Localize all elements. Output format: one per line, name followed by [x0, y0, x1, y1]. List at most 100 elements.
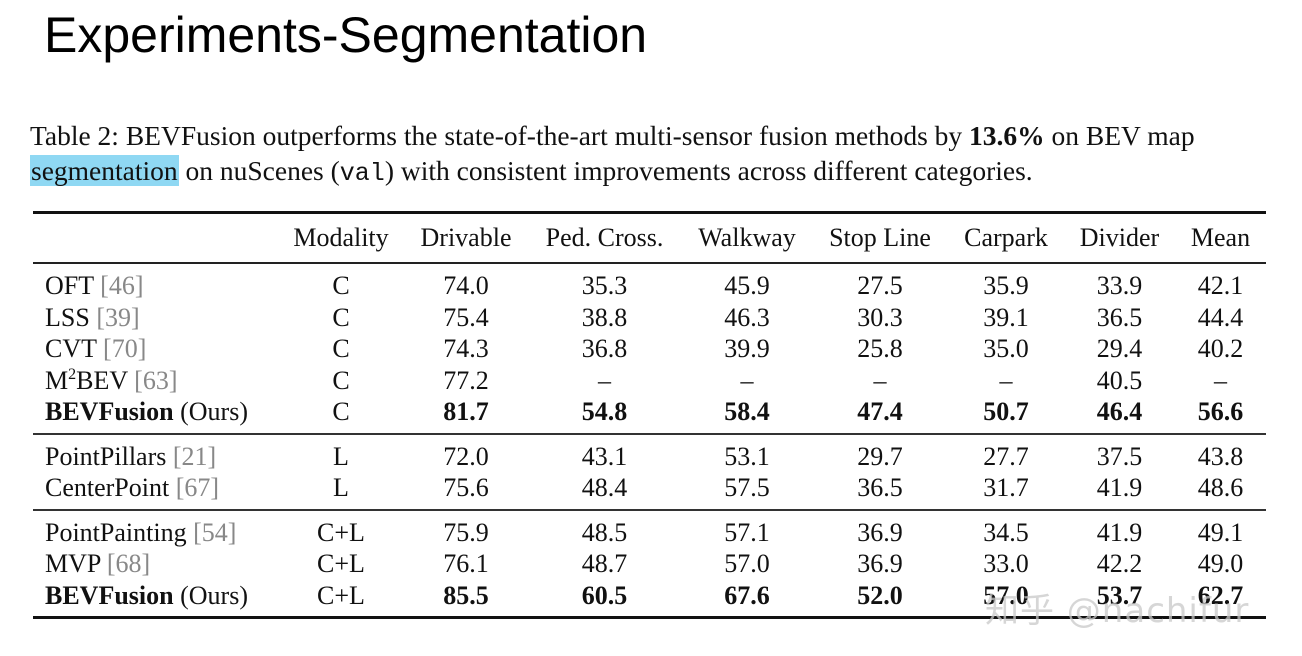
method-name: CenterPoint [67] [33, 472, 277, 511]
value-cell: 77.2 [443, 365, 489, 395]
caption-improvement: 13.6% [969, 120, 1045, 151]
value-cell: 39.9 [724, 334, 770, 364]
col-header-mean: Mean [1175, 211, 1266, 264]
value-cell: 56.6 [1175, 396, 1266, 435]
value-cell: 36.5 [1096, 302, 1143, 332]
value-cell: 46.4 [1064, 396, 1175, 435]
value-cell: 85.5 [405, 579, 527, 619]
method-name: PointPillars [21] [45, 441, 217, 471]
caption-suffix: ) with consistent improvements across di… [384, 155, 1033, 186]
value-cell: – [999, 365, 1013, 395]
citation-link[interactable]: [46] [100, 271, 144, 301]
value-cell: 36.9 [857, 549, 903, 579]
modality-cell: C [277, 396, 405, 435]
col-header-drivable: Drivable [405, 211, 527, 264]
value-cell: 29.4 [1096, 334, 1143, 364]
citation-link[interactable]: [70] [103, 334, 147, 364]
value-cell: 57.0 [724, 549, 770, 579]
method-name: BEVFusion (Ours) [33, 396, 277, 435]
value-cell: 31.7 [948, 472, 1064, 511]
value-cell: 81.7 [405, 396, 527, 435]
value-cell: 76.1 [443, 549, 489, 579]
value-cell: 42.2 [1096, 549, 1143, 579]
modality-cell: C [332, 334, 350, 364]
col-header-method [33, 211, 277, 264]
value-cell: 42.1 [1197, 271, 1244, 301]
slide-title: Experiments-Segmentation [44, 7, 648, 63]
value-cell: 43.8 [1197, 441, 1244, 471]
modality-cell: C+L [317, 517, 365, 547]
value-cell: 74.3 [443, 334, 489, 364]
modality-cell: L [333, 441, 349, 471]
value-cell: 48.7 [581, 549, 628, 579]
value-cell: 36.9 [857, 517, 903, 547]
value-cell: 49.0 [1197, 549, 1244, 579]
value-cell: – [598, 365, 611, 395]
table-row: PointPillars [21] L 72.0 43.1 53.1 29.7 … [33, 434, 1266, 473]
value-cell: – [740, 365, 754, 395]
method-name: BEVFusion (Ours) [33, 579, 277, 619]
caption-prefix: Table 2: BEVFusion outperforms the state… [30, 120, 970, 151]
value-cell: 36.5 [812, 472, 948, 511]
table-row: CVT [70] C 74.3 36.8 39.9 25.8 35.0 29.4… [33, 333, 1266, 365]
value-cell: 48.6 [1175, 472, 1266, 511]
value-cell: 35.9 [983, 271, 1029, 301]
caption-middle2: on nuScenes ( [178, 155, 340, 186]
value-cell: 33.9 [1096, 271, 1143, 301]
table-row: M2BEV [63] C 77.2 – – – – 40.5 – [33, 365, 1266, 397]
highlighted-word[interactable]: segmentation [30, 155, 179, 186]
col-header-ped-cross: Ped. Cross. [527, 211, 682, 264]
value-cell: 25.8 [857, 334, 903, 364]
citation-link[interactable]: [54] [193, 517, 237, 547]
value-cell: 27.5 [857, 271, 903, 301]
value-cell: 57.1 [724, 517, 770, 547]
citation-link[interactable]: [39] [96, 302, 140, 332]
modality-cell: C+L [317, 549, 365, 579]
table-header-row: Modality Drivable Ped. Cross. Walkway St… [33, 211, 1266, 264]
col-header-modality: Modality [277, 211, 405, 264]
citation-link[interactable]: [21] [172, 441, 217, 471]
value-cell: 49.1 [1197, 517, 1244, 547]
value-cell: 41.9 [1064, 472, 1175, 511]
value-cell: 72.0 [443, 441, 489, 471]
value-cell: 75.4 [443, 302, 489, 332]
table-row-ours: BEVFusion (Ours) C 81.7 54.8 58.4 47.4 5… [33, 396, 1266, 435]
table-row: OFT [46] C 74.0 35.3 45.9 27.5 35.9 33.9… [33, 263, 1266, 302]
col-header-carpark: Carpark [948, 211, 1064, 264]
value-cell: – [873, 365, 887, 395]
value-cell: 52.0 [812, 579, 948, 619]
value-cell: – [1214, 365, 1227, 395]
value-cell: 29.7 [857, 441, 903, 471]
value-cell: 53.7 [1064, 579, 1175, 619]
results-table: Modality Drivable Ped. Cross. Walkway St… [33, 211, 1266, 619]
col-header-stop-line: Stop Line [812, 211, 948, 264]
citation-link[interactable]: [67] [175, 473, 220, 503]
value-cell: 44.4 [1197, 302, 1244, 332]
value-cell: 53.1 [724, 441, 770, 471]
value-cell: 30.3 [857, 302, 903, 332]
value-cell: 27.7 [983, 441, 1029, 471]
method-name: MVP [68] [45, 549, 151, 579]
value-cell: 45.9 [724, 271, 770, 301]
citation-link[interactable]: [68] [106, 549, 151, 579]
value-cell: 33.0 [983, 549, 1029, 579]
value-cell: 35.0 [983, 334, 1029, 364]
value-cell: 36.8 [581, 334, 628, 364]
value-cell: 74.0 [443, 271, 489, 301]
modality-cell: C [332, 271, 350, 301]
value-cell: 48.4 [527, 472, 682, 511]
value-cell: 48.5 [581, 517, 628, 547]
col-header-divider: Divider [1064, 211, 1175, 264]
method-name: PointPainting [54] [45, 517, 237, 547]
table-caption: Table 2: BEVFusion outperforms the state… [30, 118, 1290, 191]
value-cell: 57.5 [682, 472, 812, 511]
value-cell: 40.2 [1197, 334, 1244, 364]
method-name: LSS [39] [45, 302, 140, 332]
value-cell: 62.7 [1175, 579, 1266, 619]
value-cell: 50.7 [948, 396, 1064, 435]
value-cell: 75.9 [443, 517, 489, 547]
modality-cell: C+L [277, 579, 405, 619]
citation-link[interactable]: [63] [134, 365, 178, 395]
value-cell: 54.8 [527, 396, 682, 435]
value-cell: 75.6 [405, 472, 527, 511]
